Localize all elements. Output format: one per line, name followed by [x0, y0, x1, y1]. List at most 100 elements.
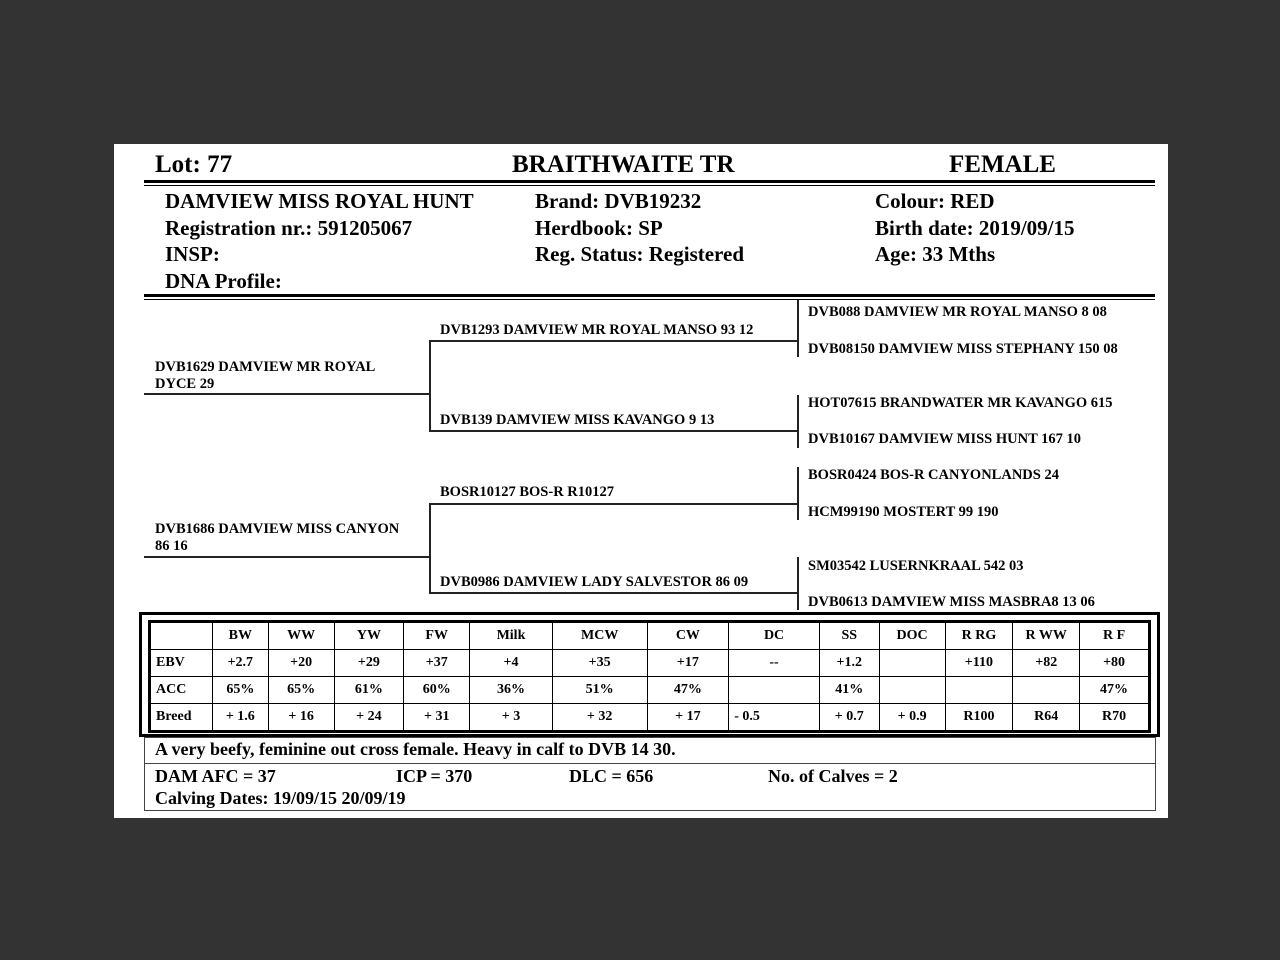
icp: ICP = 370	[396, 766, 473, 786]
table-cell: +1.2	[818, 649, 880, 677]
table-cell	[1012, 676, 1081, 704]
pedigree-line	[797, 557, 799, 610]
number-of-calves: No. of Calves = 2	[768, 766, 898, 786]
dam-afc: DAM AFC = 37	[155, 766, 276, 786]
pedigree-line	[429, 430, 797, 432]
table-cell: 61%	[333, 676, 405, 704]
table-cell: + 0.7	[818, 703, 880, 732]
paternal-grandsire: DVB1293 DAMVIEW MR ROYAL MANSO 93 12	[440, 322, 754, 338]
row-label: ACC	[149, 676, 213, 704]
column-header: DOC	[878, 621, 946, 650]
table-cell: 65%	[267, 676, 335, 704]
table-cell	[878, 649, 946, 677]
pedigree-line	[797, 467, 799, 520]
column-header: Milk	[469, 621, 553, 650]
birth-date: Birth date: 2019/09/15	[875, 216, 1075, 240]
table-cell: + 17	[646, 703, 730, 732]
dna-profile: DNA Profile:	[165, 269, 282, 293]
pedigree-line	[797, 300, 799, 357]
remark: A very beefy, feminine out cross female.…	[155, 739, 676, 759]
table-cell: + 3	[469, 703, 553, 732]
brand: Brand: DVB19232	[535, 189, 702, 213]
table-cell: 47%	[1079, 676, 1150, 704]
table-cell: + 0.9	[878, 703, 946, 732]
table-cell: +2.7	[211, 649, 269, 677]
divider	[144, 763, 1155, 764]
pedigree-line	[429, 503, 431, 593]
herdbook: Herdbook: SP	[535, 216, 663, 240]
table-cell: + 16	[267, 703, 335, 732]
row-label: EBV	[149, 649, 213, 677]
table-cell: 47%	[646, 676, 730, 704]
age: Age: 33 Mths	[875, 242, 996, 266]
table-cell: 51%	[551, 676, 648, 704]
great-grandparent: DVB088 DAMVIEW MR ROYAL MANSO 8 08	[808, 304, 1107, 320]
pedigree-line	[144, 393, 429, 395]
column-header: DC	[728, 621, 820, 650]
divider	[144, 294, 1155, 300]
table-cell: +37	[403, 649, 471, 677]
pedigree-line	[144, 556, 429, 558]
table-row: EBV +2.7 +20 +29 +37 +4 +35 +17 -- +1.2 +110 +82 +80	[149, 649, 1150, 677]
sire-line2: DYCE 29	[155, 376, 215, 392]
row-label: Breed	[149, 703, 213, 732]
table-cell: +35	[551, 649, 648, 677]
dam-line2: 86 16	[155, 538, 188, 554]
great-grandparent: DVB0613 DAMVIEW MISS MASBRA8 13 06	[808, 594, 1095, 610]
column-header: MCW	[551, 621, 648, 650]
table-cell: +4	[469, 649, 553, 677]
table-cell: + 1.6	[211, 703, 269, 732]
table-cell	[944, 676, 1014, 704]
dlc: DLC = 656	[569, 766, 654, 786]
divider	[144, 180, 1155, 186]
maternal-granddam: DVB0986 DAMVIEW LADY SALVESTOR 86 09	[440, 574, 749, 590]
owner-name: BRAITHWAITE TR	[512, 151, 735, 178]
great-grandparent: HCM99190 MOSTERT 99 190	[808, 504, 999, 520]
calving-dates: Calving Dates: 19/09/15 20/09/19	[155, 788, 406, 808]
column-header: WW	[267, 621, 335, 650]
sire-line1: DVB1629 DAMVIEW MR ROYAL	[155, 359, 376, 375]
column-header: R RG	[944, 621, 1014, 650]
table-cell: +82	[1012, 649, 1081, 677]
table-cell	[728, 676, 820, 704]
insp: INSP:	[165, 242, 220, 266]
table-row: ACC 65% 65% 61% 60% 36% 51% 47% 41% 47%	[149, 676, 1150, 704]
table-row: Breed + 1.6 + 16 + 24 + 31 + 3 + 32 + 17- 0.5 + …	[149, 703, 1150, 732]
great-grandparent: DVB10167 DAMVIEW MISS HUNT 167 10	[808, 431, 1081, 447]
column-header: FW	[403, 621, 471, 650]
table-cell: + 31	[403, 703, 471, 732]
table-cell: +17	[646, 649, 730, 677]
dam-line1: DVB1686 DAMVIEW MISS CANYON	[155, 521, 400, 537]
great-grandparent: SM03542 LUSERNKRAAL 542 03	[808, 558, 1024, 574]
great-grandparent: BOSR0424 BOS-R CANYONLANDS 24	[808, 467, 1059, 483]
pedigree-line	[429, 503, 797, 505]
great-grandparent: HOT07615 BRANDWATER MR KAVANGO 615	[808, 395, 1113, 411]
table-cell: +20	[267, 649, 335, 677]
table-cell: R100	[944, 703, 1014, 732]
paternal-granddam: DVB139 DAMVIEW MISS KAVANGO 9 13	[440, 412, 715, 428]
column-header: BW	[211, 621, 269, 650]
comments-box	[144, 737, 1156, 811]
reg-status: Reg. Status: Registered	[535, 242, 744, 266]
table-cell: R64	[1012, 703, 1081, 732]
column-header: CW	[646, 621, 730, 650]
column-header	[149, 621, 213, 650]
pedigree-line	[429, 340, 431, 431]
colour: Colour: RED	[875, 189, 995, 213]
registration: Registration nr.: 591205067	[165, 216, 413, 240]
sex: FEMALE	[949, 151, 1056, 178]
lot-number: Lot: 77	[155, 151, 233, 178]
column-header: SS	[818, 621, 880, 650]
table-cell: - 0.5	[728, 703, 820, 732]
column-header: R WW	[1012, 621, 1081, 650]
pedigree-line	[429, 592, 797, 594]
ebv-table-frame	[139, 612, 1160, 737]
maternal-grandsire: BOSR10127 BOS-R R10127	[440, 484, 615, 500]
table-cell: + 24	[333, 703, 405, 732]
table-cell: R70	[1079, 703, 1150, 732]
table-cell: + 32	[551, 703, 648, 732]
table-cell	[878, 676, 946, 704]
table-cell: +80	[1079, 649, 1150, 677]
table-cell: 36%	[469, 676, 553, 704]
table-cell: +110	[944, 649, 1014, 677]
